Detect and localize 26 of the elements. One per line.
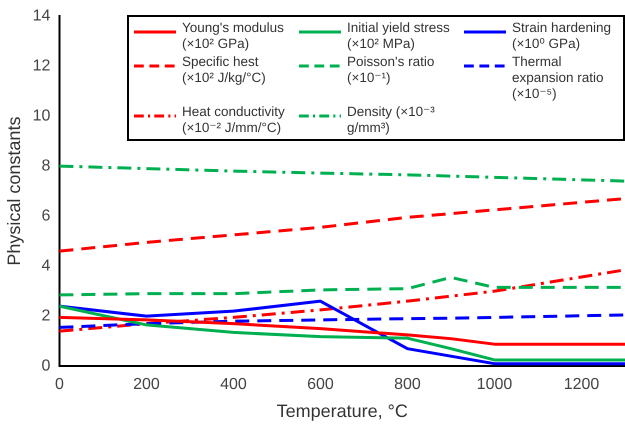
legend-label: Heat conductivity (×10⁻² J/mm/°C) [182,104,286,136]
legend-label: Strain hardening (×10⁰ GPa) [512,20,612,52]
legend-label: Thermal expansion ratio (×10⁻⁵) [512,54,605,102]
y-tick-label: 10 [32,107,50,124]
x-tick-label: 400 [220,376,247,394]
legend-label: Young's modulus (×10² GPa) [182,20,285,52]
legend-label: Poisson's ratio (×10⁻¹) [347,54,436,86]
legend-label: Initial yield stress (×10² MPa) [347,20,451,52]
y-tick-label: 4 [41,258,50,275]
y-tick-label: 0 [41,358,50,375]
y-tick-label: 14 [32,7,50,24]
x-tick-label: 600 [307,376,334,394]
x-tick-label: 1000 [476,376,512,394]
line-series [59,164,625,183]
x-tick-label: 0 [54,376,64,394]
x-tick-label: 800 [394,376,421,394]
x-tick-label: 1200 [564,376,600,394]
y-tick-label: 8 [41,157,50,174]
y-tick-label: 12 [32,57,50,74]
x-axis-title: Temperature, °C [276,401,408,422]
y-axis-title: Physical constants [4,116,24,266]
y-tick-label: 6 [41,208,50,225]
legend-label: Specific hest (×10² J/kg/°C) [182,54,267,86]
legend-label: Density (×10⁻³ g/mm³) [347,104,436,136]
y-tick-label: 2 [41,308,50,325]
x-tick-label: 200 [133,376,160,394]
